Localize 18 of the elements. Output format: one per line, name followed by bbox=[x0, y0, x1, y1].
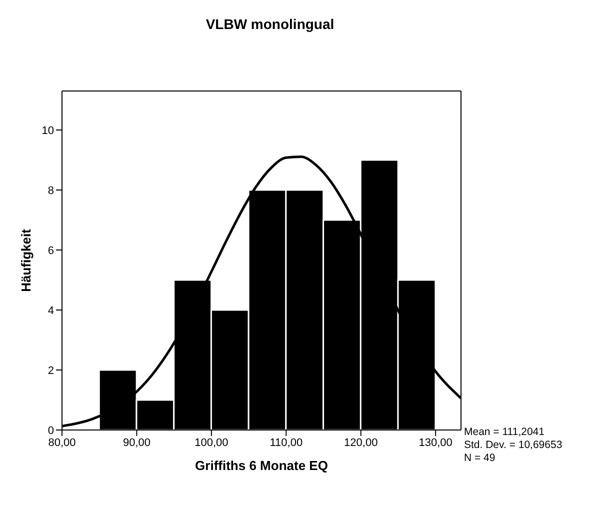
y-tick-label: 8 bbox=[48, 184, 54, 197]
x-tick-label: 90,00 bbox=[122, 436, 150, 449]
y-tick-label: 4 bbox=[48, 304, 54, 317]
x-tick-label: 130,00 bbox=[418, 436, 452, 449]
y-tick-label: 0 bbox=[48, 424, 54, 437]
x-axis-title: Griffiths 6 Monate EQ bbox=[195, 458, 328, 473]
text: Std. Dev. = 10,69653 bbox=[464, 439, 562, 452]
y-tick-label: 6 bbox=[48, 244, 54, 257]
x-tick-label: 80,00 bbox=[48, 436, 76, 449]
x-tick-label: 120,00 bbox=[344, 436, 378, 449]
text: Mean = 111,2041 bbox=[464, 426, 546, 439]
text: N = 49 bbox=[464, 452, 496, 465]
x-tick-label: 100,00 bbox=[194, 436, 228, 449]
y-axis-title: Häufigkeit bbox=[18, 228, 34, 292]
y-tick-label: 2 bbox=[48, 364, 54, 377]
x-tick-label: 110,00 bbox=[270, 436, 303, 449]
y-tick-label: 10 bbox=[42, 124, 54, 137]
chart-title: VLBW monolingual bbox=[204, 15, 336, 34]
